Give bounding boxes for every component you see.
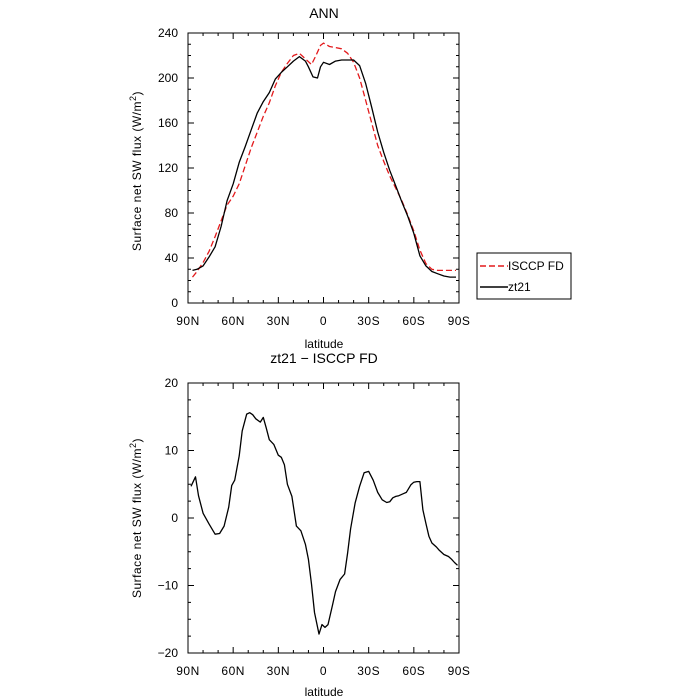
chart-top-plot-frame xyxy=(187,32,460,304)
chart-top-axes xyxy=(187,32,460,304)
chart-bottom-y-label-sup: 2 xyxy=(128,442,138,448)
chart-top-y-tick-label: 0 xyxy=(171,296,178,310)
chart-bottom: zt21 − ISCCP FD Surface net SW flux (W/m… xyxy=(128,350,470,699)
svg-text:Surface net SW flux (W/m2): Surface net SW flux (W/m2) xyxy=(128,91,144,251)
chart-top-y-label-sup: 2 xyxy=(128,95,138,101)
chart-top-ticks: 90N 60N 30N 0 30S 60S 90S 0 40 80 120 160 200 240 xyxy=(158,26,470,328)
chart-bottom-series-line-difference xyxy=(190,412,458,635)
chart-top-y-tick-label: 80 xyxy=(165,206,179,220)
chart-bottom-x-tick-label: 60N xyxy=(221,664,245,678)
legend-box xyxy=(476,252,572,300)
chart-bottom-ticks: 90N 60N 30N 0 30S 60S 90S −20 −10 0 10 20 xyxy=(158,376,471,678)
chart-top-series xyxy=(191,42,456,278)
chart-top-x-tick-label: 90N xyxy=(176,314,200,328)
chart-bottom-x-tick-label: 90N xyxy=(176,664,200,678)
svg-text:Surface net SW flux (W/m2): Surface net SW flux (W/m2) xyxy=(128,438,144,598)
chart-bottom-y-label-main: Surface net SW flux (W/m xyxy=(130,448,144,598)
chart-bottom-axes xyxy=(187,382,460,654)
chart-top-x-tick-label: 30S xyxy=(357,314,380,328)
chart-top-y-tick-label: 200 xyxy=(158,71,178,85)
legend-label-isccp: ISCCP FD xyxy=(508,259,564,273)
chart-bottom-x-tick-label: 0 xyxy=(320,664,327,678)
chart-bottom-y-tick-label: 20 xyxy=(165,376,179,390)
chart-top-y-label-main: Surface net SW flux (W/m xyxy=(130,101,144,251)
chart-top-x-tick-label: 90S xyxy=(448,314,471,328)
chart-bottom-title: zt21 − ISCCP FD xyxy=(270,350,378,366)
chart-top-y-label-close: ) xyxy=(130,91,144,96)
chart-bottom-y-tick-label: −10 xyxy=(158,579,179,593)
chart-top-y-tick-label: 160 xyxy=(158,116,178,130)
chart-bottom-x-tick-label: 30N xyxy=(267,664,291,678)
chart-bottom-y-tick-label: 10 xyxy=(165,444,179,458)
chart-bottom-y-tick-label: −20 xyxy=(158,646,179,660)
chart-top-series-line-zt21 xyxy=(192,55,456,278)
chart-top: ANN Surface net SW flux (W/m2) latitude … xyxy=(128,5,572,351)
chart-top-y-axis-label: Surface net SW flux (W/m2) xyxy=(128,91,144,251)
chart-bottom-x-axis-label: latitude xyxy=(305,685,344,699)
chart-top-x-tick-label: 60N xyxy=(221,314,245,328)
chart-top-series-line-isccp-fd xyxy=(191,42,456,278)
legend-label-zt21: zt21 xyxy=(508,280,531,294)
chart-top-x-tick-label: 30N xyxy=(267,314,291,328)
chart-top-x-axis-label: latitude xyxy=(305,337,344,351)
chart-bottom-y-axis-label: Surface net SW flux (W/m2) xyxy=(128,438,144,598)
chart-bottom-y-label-close: ) xyxy=(130,438,144,443)
chart-top-x-tick-label: 60S xyxy=(402,314,425,328)
chart-top-title: ANN xyxy=(309,5,339,21)
chart-top-y-tick-label: 120 xyxy=(158,161,178,175)
chart-top-y-tick-label: 240 xyxy=(158,26,178,40)
chart-bottom-x-tick-label: 30S xyxy=(357,664,380,678)
chart-bottom-series xyxy=(190,412,458,635)
legend: ISCCP FD zt21 xyxy=(476,252,572,300)
chart-bottom-x-tick-label: 60S xyxy=(402,664,425,678)
chart-top-x-tick-label: 0 xyxy=(320,314,327,328)
chart-bottom-plot-frame xyxy=(187,382,460,654)
chart-top-y-tick-label: 40 xyxy=(165,251,179,265)
chart-bottom-x-tick-label: 90S xyxy=(448,664,471,678)
chart-bottom-y-tick-label: 0 xyxy=(171,511,178,525)
